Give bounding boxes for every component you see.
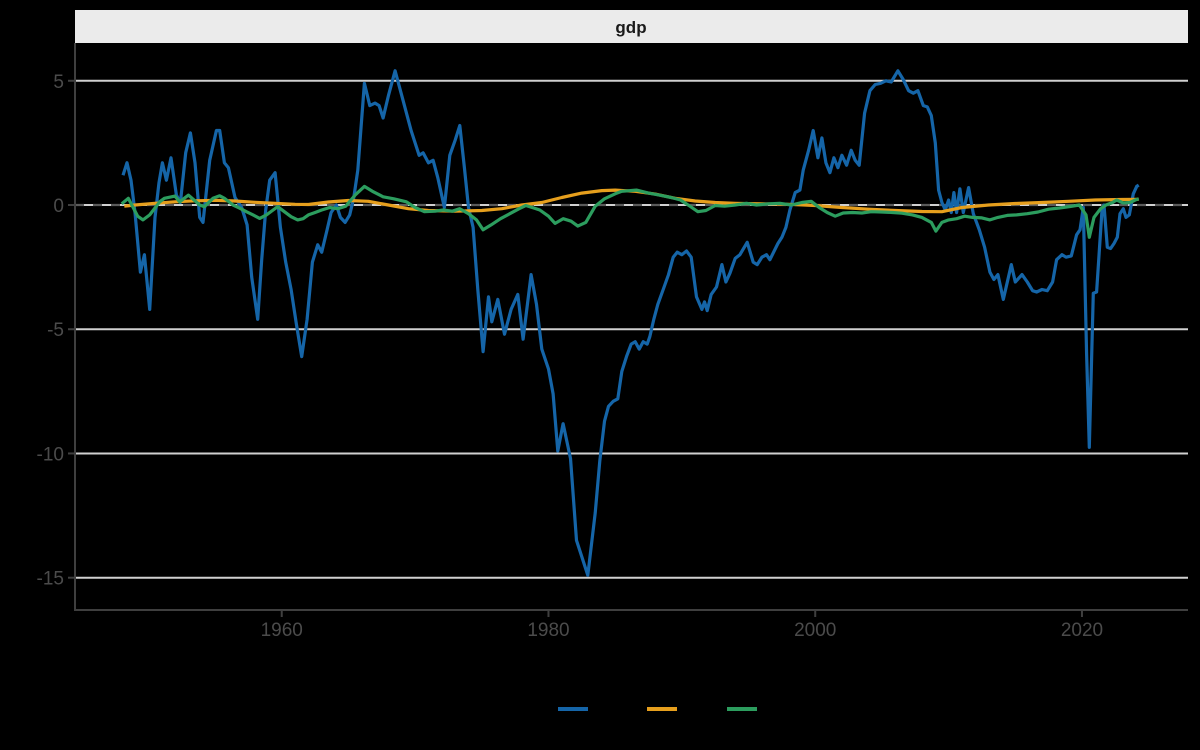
y-tick-label--15: -15 xyxy=(37,569,64,590)
data-series-lines xyxy=(120,69,1140,577)
legend-key-series-1-blue xyxy=(558,707,588,711)
y-tick-label--10: -10 xyxy=(37,444,64,465)
series-1-blue-line xyxy=(121,69,1140,577)
x-tick-label-1980: 1980 xyxy=(527,620,569,641)
series-3-green-line xyxy=(120,184,1140,239)
horizontal-gridlines xyxy=(75,79,1188,579)
x-tick-label-2000: 2000 xyxy=(794,620,836,641)
x-tick-label-1960: 1960 xyxy=(261,620,303,641)
axis-lines xyxy=(74,43,1188,611)
x-tick-label-2020: 2020 xyxy=(1061,620,1103,641)
series-2-orange-line xyxy=(124,188,1139,214)
axis-tick-labels: 5 0 -5 -10 -15 1960 1980 2000 2020 xyxy=(37,72,1104,641)
legend-key-series-3-green xyxy=(727,707,757,711)
y-tick-label-0: 0 xyxy=(53,196,64,217)
y-tick-label--5: -5 xyxy=(47,320,64,341)
legend-key-series-2-orange xyxy=(647,707,677,711)
facet-strip xyxy=(75,10,1188,43)
y-tick-label-5: 5 xyxy=(53,72,64,93)
chart-title: gdp xyxy=(615,18,646,37)
axis-ticks xyxy=(68,79,1083,617)
